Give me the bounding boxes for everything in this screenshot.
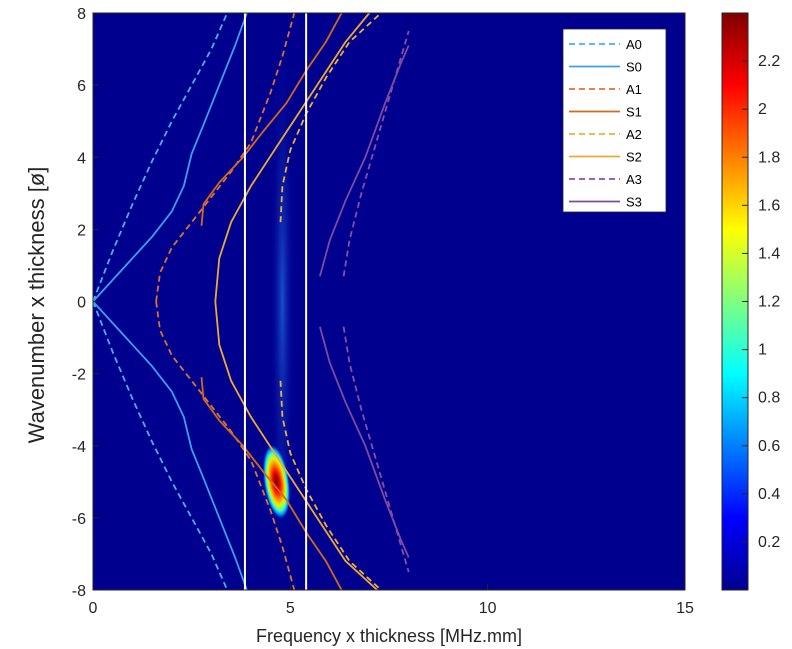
x-axis-label: Frequency x thickness [MHz.mm] (256, 626, 522, 646)
legend: A0 S0 A1 S1 A2 S2 A3 S3 (562, 28, 667, 213)
y-tick-label: 4 (77, 150, 86, 167)
series-a0-branch-negative (93, 301, 229, 590)
colorbar-tick-label: 1.2 (758, 294, 780, 311)
series-s0-branch-negative (93, 300, 248, 590)
colorbar-tick-label: 1.8 (758, 149, 780, 166)
colorbar-tick-label: 0.4 (758, 486, 780, 503)
series-s1-branch-negative (200, 377, 343, 590)
series-s2-branch-negative (214, 301, 378, 590)
y-axis: 8 6 4 2 0 -2 -4 -6 -8 (72, 6, 99, 600)
colorbar-tick-label: 2 (758, 101, 767, 118)
y-tick-label: -6 (72, 511, 86, 528)
y-axis-label: Wavenumber x thickness [ø] (24, 167, 49, 444)
series-a1-branch-positive (155, 13, 296, 302)
legend-label-s0: S0 (626, 60, 642, 75)
colorbar-tick-label: 1.4 (758, 245, 780, 262)
legend-label-s2: S2 (626, 150, 642, 165)
x-tick-label: 5 (286, 600, 295, 617)
y-tick-label: -2 (72, 367, 86, 384)
x-tick-label: 0 (89, 600, 98, 617)
x-tick-label: 15 (676, 600, 694, 617)
legend-label-a0: A0 (626, 37, 642, 52)
series-a3-branch-positive (342, 30, 410, 277)
legend-label-a3: A3 (626, 172, 642, 187)
y-tick-label: 6 (77, 78, 86, 95)
legend-label-s1: S1 (626, 105, 642, 120)
series-s0-branch-positive (93, 13, 248, 303)
heatmap-hotspot (262, 444, 291, 520)
series-s2-branch-positive (214, 13, 370, 302)
frequency-markers (243, 13, 308, 590)
x-tick-label: 10 (479, 600, 497, 617)
y-tick-label: 0 (77, 295, 86, 312)
colorbar-tick-label: 2.2 (758, 53, 780, 70)
colorbar-tick-label: 1.6 (758, 197, 780, 214)
series-s1-branch-positive (200, 13, 343, 226)
series-a3-branch-negative (342, 326, 410, 573)
colorbar-tick-label: 0.6 (758, 438, 780, 455)
colorbar-tick-label: 1 (758, 342, 767, 359)
legend-box (562, 28, 667, 213)
colorbar: 0.2 0.4 0.6 0.8 1 1.2 1.4 1.6 1.8 2 2.2 (721, 12, 780, 591)
colorbar-tick-label: 0.2 (758, 534, 780, 551)
legend-label-s3: S3 (626, 195, 642, 210)
series-a1-branch-negative (155, 301, 296, 590)
y-tick-label: -4 (72, 439, 86, 456)
x-axis: 0 5 10 15 (89, 584, 694, 617)
colorbar-tick-label: 0.8 (758, 390, 780, 407)
dispersion-curves (93, 13, 410, 590)
y-tick-label: -8 (72, 583, 86, 600)
series-a0-branch-positive (93, 13, 229, 302)
y-tick-label: 8 (77, 6, 86, 23)
legend-label-a1: A1 (626, 82, 642, 97)
series-s3-branch-positive (319, 45, 410, 277)
y-tick-label: 2 (77, 222, 86, 239)
series-s3-branch-negative (319, 326, 410, 558)
legend-label-a2: A2 (626, 127, 642, 142)
